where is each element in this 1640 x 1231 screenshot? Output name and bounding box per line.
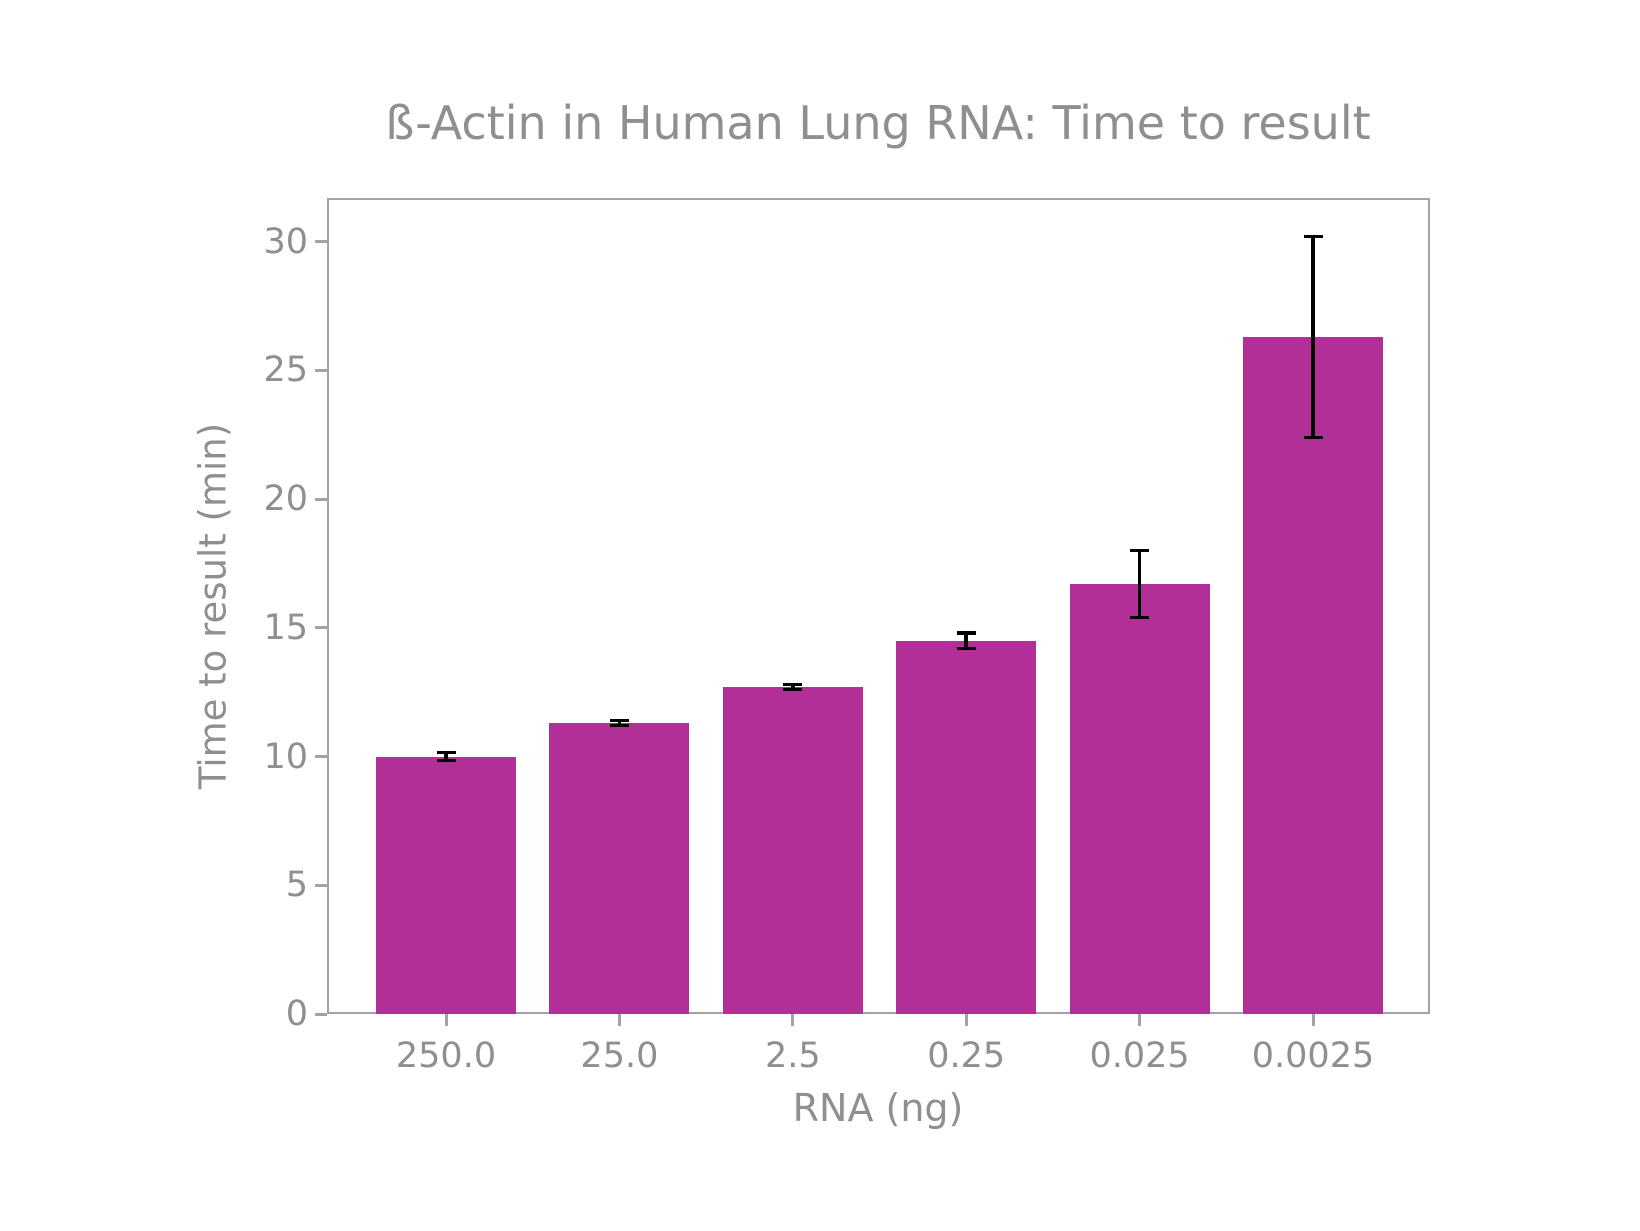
error-bar-cap-bottom xyxy=(1130,615,1150,620)
x-tick-label: 0.025 xyxy=(1089,1036,1190,1076)
y-tick-label: 25 xyxy=(263,350,308,391)
error-bar-cap-bottom xyxy=(436,758,456,763)
x-tick-mark xyxy=(1138,1014,1142,1026)
x-tick-mark xyxy=(617,1014,621,1026)
y-tick-label: 30 xyxy=(263,221,308,262)
y-tick-mark xyxy=(315,240,327,244)
error-bar xyxy=(1137,550,1142,618)
error-bar-cap-top xyxy=(956,631,976,635)
x-axis-label: RNA (ng) xyxy=(792,1086,964,1130)
x-tick-label: 25.0 xyxy=(580,1036,659,1076)
x-tick-mark xyxy=(964,1014,968,1026)
error-bar-cap-bottom xyxy=(1303,435,1323,440)
error-bar xyxy=(444,752,448,761)
chart-title: ß-Actin in Human Lung RNA: Time to resul… xyxy=(385,96,1371,150)
y-tick-mark xyxy=(315,883,327,887)
bar xyxy=(1069,584,1210,1014)
x-tick-mark xyxy=(791,1014,795,1026)
x-tick-mark xyxy=(444,1014,448,1026)
x-tick-label: 0.25 xyxy=(927,1036,1006,1076)
error-bar-cap-top xyxy=(1303,234,1323,239)
y-tick-mark xyxy=(315,755,327,759)
bar xyxy=(1243,337,1383,1014)
error-bar xyxy=(1311,236,1315,438)
error-bar-cap-bottom xyxy=(956,646,976,651)
error-bar-cap-top xyxy=(609,718,629,723)
y-tick-label: 15 xyxy=(263,607,308,648)
y-tick-mark xyxy=(315,497,327,501)
error-bar-cap-top xyxy=(436,750,456,755)
y-tick-label: 10 xyxy=(263,736,308,777)
x-tick-label: 0.0025 xyxy=(1251,1036,1375,1076)
error-bar xyxy=(964,633,968,649)
error-bar xyxy=(617,720,622,726)
x-tick-label: 2.5 xyxy=(764,1036,821,1076)
x-tick-mark xyxy=(1311,1014,1315,1026)
x-tick-label: 250.0 xyxy=(395,1036,497,1076)
bar xyxy=(376,756,516,1014)
bar xyxy=(896,640,1037,1014)
error-bar-cap-top xyxy=(783,682,803,687)
bar xyxy=(549,723,690,1014)
error-bar-cap-top xyxy=(1130,548,1150,553)
error-bar-cap-bottom xyxy=(783,687,803,692)
y-tick-mark xyxy=(315,368,327,372)
y-tick-mark xyxy=(315,626,327,630)
y-tick-label: 0 xyxy=(285,994,308,1034)
y-tick-label: 5 xyxy=(285,865,308,906)
bar xyxy=(722,687,863,1014)
error-bar xyxy=(791,684,795,690)
y-tick-mark xyxy=(315,1012,327,1016)
y-tick-label: 20 xyxy=(263,479,308,520)
error-bar-cap-bottom xyxy=(609,723,629,728)
